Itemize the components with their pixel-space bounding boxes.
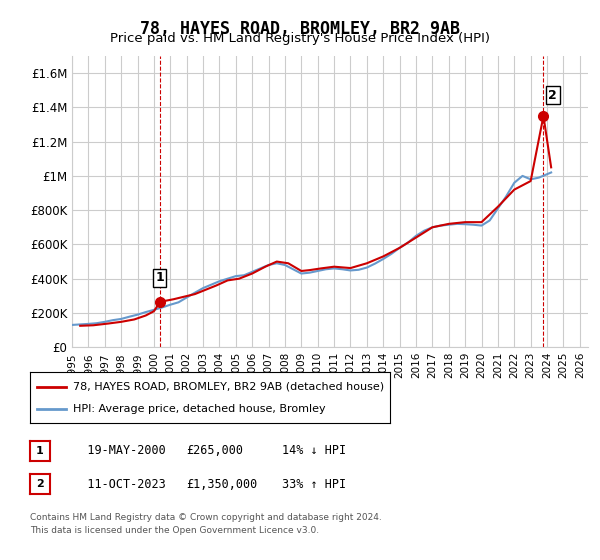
Text: 14% ↓ HPI: 14% ↓ HPI [282,444,346,458]
Text: 11-OCT-2023: 11-OCT-2023 [66,478,166,491]
Text: 1: 1 [36,446,44,456]
Text: This data is licensed under the Open Government Licence v3.0.: This data is licensed under the Open Gov… [30,526,319,535]
Text: HPI: Average price, detached house, Bromley: HPI: Average price, detached house, Brom… [73,404,326,414]
Text: 33% ↑ HPI: 33% ↑ HPI [282,478,346,491]
Text: Contains HM Land Registry data © Crown copyright and database right 2024.: Contains HM Land Registry data © Crown c… [30,513,382,522]
Text: £1,350,000: £1,350,000 [186,478,257,491]
Text: Price paid vs. HM Land Registry's House Price Index (HPI): Price paid vs. HM Land Registry's House … [110,32,490,45]
Text: 78, HAYES ROAD, BROMLEY, BR2 9AB: 78, HAYES ROAD, BROMLEY, BR2 9AB [140,20,460,38]
Text: 2: 2 [548,89,557,102]
Text: £265,000: £265,000 [186,444,243,458]
Text: 78, HAYES ROAD, BROMLEY, BR2 9AB (detached house): 78, HAYES ROAD, BROMLEY, BR2 9AB (detach… [73,381,385,391]
Text: 19-MAY-2000: 19-MAY-2000 [66,444,166,458]
Text: 1: 1 [155,271,164,284]
Text: 2: 2 [36,479,44,489]
